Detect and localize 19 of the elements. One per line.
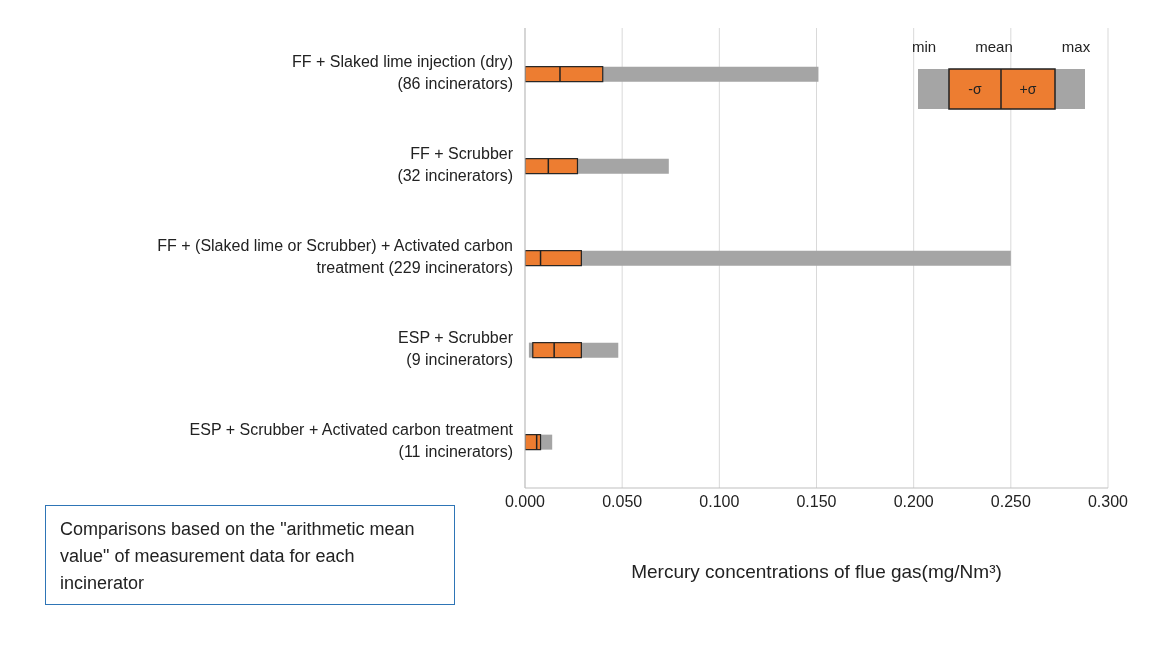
- annotation: min: [911, 38, 937, 55]
- y-tick-label: ESP + Scrubber + Activated carbon treatment (11 incinerators): [189, 421, 514, 461]
- y-tick-label: FF + (Slaked lime or Scrubber) + Activated carbon treatment (229 incinerators): [157, 237, 513, 277]
- x-tick-label: 0.000: [504, 493, 546, 511]
- x-tick-label: 0.050: [602, 493, 643, 511]
- annotation: +σ: [1019, 81, 1037, 97]
- x-axis-title: Mercury concentrations of flue gas(mg/Nm³): [631, 561, 1002, 582]
- y-tick-label: FF + Slaked lime injection (dry) (86 incinerators): [292, 53, 513, 93]
- annotation: -σ: [968, 81, 983, 97]
- annotation: max: [1061, 38, 1091, 55]
- y-tick-label: FF + Scrubber (32 incinerators): [397, 145, 514, 185]
- x-tick-label: 0.200: [893, 493, 934, 511]
- x-tick-label: 0.250: [990, 493, 1031, 511]
- x-tick-label: 0.300: [1087, 493, 1129, 511]
- x-tick-label: 0.150: [796, 493, 837, 511]
- x-tick-label: 0.100: [699, 493, 740, 511]
- text: Comparisons based on the "arithmetic mean value" of measurement data for each incinerator: [45, 505, 455, 605]
- annotation: mean: [975, 38, 1013, 55]
- y-tick-label: ESP + Scrubber (9 incinerators): [398, 329, 514, 369]
